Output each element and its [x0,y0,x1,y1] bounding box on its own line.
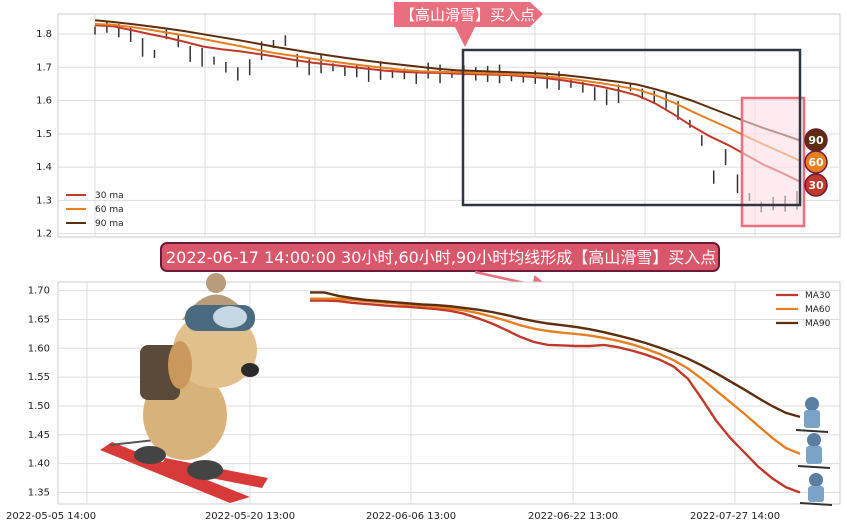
badge-30 [804,173,828,197]
top-legend: 30 ma 60 ma 90 ma [66,191,124,229]
bottom-y-tick-label: 1.50 [28,401,50,412]
bottom-y-tick-label: 1.40 [28,459,50,470]
bottom-ma-lines [310,291,801,494]
top-y-tick-label: 1.4 [36,162,52,173]
top-series-line-30-ma [94,24,801,183]
bottom-x-tick-label: 2022-05-05 14:00 [6,511,96,522]
bottom-y-tick-label: 1.70 [28,286,50,297]
bottom-y-tick-labels: 1.35 1.40 1.45 1.50 1.55 1.60 1.65 1.70 [28,286,50,499]
badge-90-label: 90 [808,134,824,147]
top-y-tick-label: 1.3 [36,195,52,206]
top-panel: 1.21.31.41.51.61.71.8 30 ma 60 ma 90 ma … [36,2,841,240]
title-banner-label: 2022-06-17 14:00:00 30小时,60小时,90小时均线形成【高… [166,248,716,267]
badge-30-label: 30 [808,179,824,192]
top-series-line-90-ma [94,19,801,142]
bottom-legend-label-ma30: MA30 [805,291,831,301]
skier-figures-icon [795,397,833,506]
top-legend-label-30: 30 ma [95,191,124,201]
bottom-y-tick-label: 1.60 [28,343,50,354]
top-ma-lines [94,19,801,183]
selection-box [461,48,802,207]
dog-beanie-pompom [206,273,226,293]
top-y-tick-label: 1.5 [36,129,52,140]
bottom-panel: 1.35 1.40 1.45 1.50 1.55 1.60 1.65 1.70 2022-05… [6,273,841,522]
ma-badges: 90 60 30 [804,128,828,197]
callout-shape [394,2,543,27]
dog-boot-right [187,460,223,480]
dog-nose [241,363,259,377]
bottom-x-tick-label: 2022-07-27 14:00 [690,511,780,522]
badge-60 [804,150,828,174]
dog-ear [168,341,192,389]
highlight-box [740,96,806,228]
top-y-tick-label: 1.8 [36,29,52,40]
dog-pole [109,439,156,446]
skiing-dog-illustration [100,273,268,503]
top-legend-label-60: 60 ma [95,205,124,215]
bottom-y-tick-label: 1.35 [28,487,50,498]
bottom-x-tick-label: 2022-06-06 13:00 [366,511,456,522]
bottom-x-tick-label: 2022-06-22 13:00 [528,511,618,522]
top-y-tick-labels: 1.2 1.3 1.4 1.5 1.6 1.7 1.8 [36,29,52,240]
callout-label: 【高山滑雪】买入点 [400,6,535,24]
bottom-legend-label-ma60: MA60 [805,305,831,315]
callout-banner: 【高山滑雪】买入点 [394,2,543,47]
top-y-tick-label: 1.2 [36,229,52,240]
top-legend-label-90: 90 ma [95,219,124,229]
bottom-legend: MA30 MA60 MA90 [776,291,831,329]
dog-goggle-lens [213,306,247,328]
top-y-tick-label: 1.7 [36,62,52,73]
bottom-x-tick-labels: 2022-05-05 14:00 2022-05-20 13:00 2022-06-… [6,511,780,522]
bottom-y-tick-label: 1.45 [28,430,50,441]
bottom-x-tick-label: 2022-05-20 13:00 [205,511,295,522]
skier-figure [795,397,829,433]
top-y-tick-label: 1.6 [36,96,52,107]
bottom-legend-label-ma90: MA90 [805,319,831,329]
badge-60-label: 60 [808,156,824,169]
title-banner: 2022-06-17 14:00:00 30小时,60小时,90小时均线形成【高… [160,242,720,295]
bottom-y-tick-label: 1.65 [28,314,50,325]
skier-figure [797,433,831,469]
bottom-series-line-MA90 [310,291,801,419]
top-series-line-60-ma [94,23,801,162]
bottom-series-line-MA30 [310,299,801,494]
bottom-y-tick-label: 1.55 [28,372,50,383]
dog-boot-left [134,446,166,464]
skier-figure [799,473,833,506]
title-banner-shape [160,242,720,272]
